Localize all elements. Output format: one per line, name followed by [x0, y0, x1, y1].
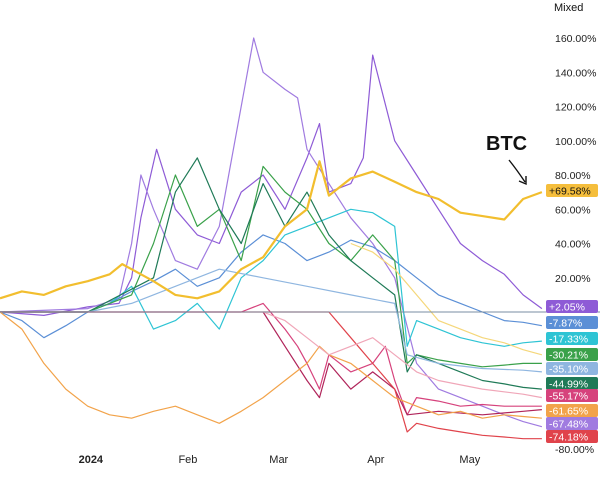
series-line-9 — [262, 311, 542, 416]
y-axis: 160.00% 140.00% 120.00% 100.00% 80.00% 60.00%… — [555, 33, 596, 456]
end-value-text: +69.58% — [549, 186, 591, 198]
btc-annotation: BTC — [486, 133, 527, 186]
series-line-12 — [262, 311, 543, 399]
series-line-8 — [0, 302, 542, 416]
end-value-badge: -67.48% — [546, 417, 598, 431]
series-line-0 — [0, 160, 543, 300]
x-tick-label: Mar — [269, 454, 288, 466]
scale-mode-button[interactable]: Mixed — [548, 0, 600, 16]
end-value-badge: -44.99% — [546, 377, 598, 391]
x-tick-label: Apr — [367, 454, 384, 466]
series-line-1 — [0, 54, 543, 316]
series-line-5 — [0, 165, 542, 368]
series-line-7 — [0, 268, 542, 373]
series-line-4 — [0, 208, 542, 347]
series-line-3 — [0, 234, 543, 339]
end-value-text: -35.10% — [549, 364, 588, 376]
end-value-text: -67.48% — [549, 419, 588, 431]
end-value-text: -30.21% — [549, 350, 588, 362]
end-value-badge: -74.18% — [546, 430, 598, 444]
end-value-text: +2.05% — [549, 302, 585, 314]
y-tick-label: 160.00% — [555, 33, 596, 45]
series-line-11 — [0, 311, 542, 424]
annotation-arrow-icon — [508, 159, 527, 186]
end-value-text: -17.33% — [549, 334, 588, 346]
end-value-labels: +69.58% +2.05% -7.87% -17.33% -30.21% -35.10%… — [546, 184, 598, 444]
end-value-text: -44.99% — [549, 379, 588, 391]
y-tick-label: 60.00% — [555, 204, 591, 216]
series-line-6 — [0, 157, 542, 390]
end-value-badge: -55.17% — [546, 389, 598, 403]
y-tick-label: 120.00% — [555, 102, 596, 114]
end-value-badge: -30.21% — [546, 348, 598, 362]
series-line-13 — [350, 242, 543, 356]
y-tick-label: 40.00% — [555, 239, 591, 251]
y-tick-label: 20.00% — [555, 273, 591, 285]
x-axis: 2024 Feb Mar Apr May — [79, 454, 481, 466]
x-tick-label: Feb — [178, 454, 197, 466]
series-line-10 — [0, 311, 542, 440]
series-line-2 — [0, 37, 543, 428]
end-value-badge: +2.05% — [546, 300, 598, 314]
end-value-badge: +69.58% — [546, 184, 598, 198]
x-tick-label: May — [459, 454, 480, 466]
end-value-badge: -7.87% — [546, 316, 598, 330]
y-tick-label: 80.00% — [555, 170, 591, 182]
annotation-label: BTC — [486, 133, 527, 155]
end-value-text: -74.18% — [549, 432, 588, 444]
y-tick-label: -80.00% — [555, 444, 594, 456]
y-tick-label: 140.00% — [555, 67, 596, 79]
end-value-text: -55.17% — [549, 391, 588, 403]
series-lines — [0, 37, 543, 440]
x-tick-label: 2024 — [79, 454, 104, 466]
end-value-badge: -17.33% — [546, 332, 598, 346]
y-tick-label: 100.00% — [555, 136, 596, 148]
end-value-text: -61.65% — [549, 406, 588, 418]
end-value-badge: -35.10% — [546, 362, 598, 376]
end-value-badge: -61.65% — [546, 404, 598, 418]
end-value-text: -7.87% — [549, 318, 582, 330]
